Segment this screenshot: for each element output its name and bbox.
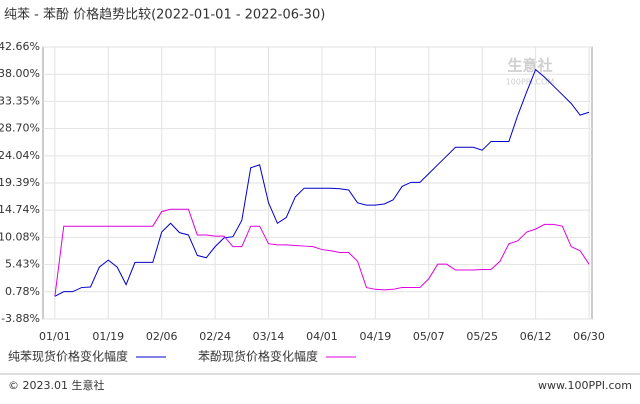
- x-tick-label: 03/14: [253, 330, 285, 343]
- x-tick-label: 01/19: [92, 330, 124, 343]
- website: www.100PPI.com: [538, 379, 632, 392]
- x-tick-label: 05/07: [413, 330, 445, 343]
- x-tick-label: 06/30: [573, 330, 605, 343]
- y-tick-label: 10.08%: [0, 230, 40, 243]
- y-tick-label: 19.39%: [0, 176, 40, 189]
- y-tick-label: 42.66%: [0, 40, 40, 53]
- x-tick-label: 04/01: [306, 330, 338, 343]
- y-tick-label: 14.74%: [0, 203, 40, 216]
- source: © 2023.01 生意社: [8, 378, 104, 392]
- chart-title: 纯苯 - 苯酚 价格趋势比较(2022-01-01 - 2022-06-30): [4, 7, 325, 23]
- legend-label: 纯苯现货价格变化幅度: [8, 349, 128, 364]
- series-line: [54, 68, 590, 297]
- x-tick-label: 06/12: [520, 330, 552, 343]
- y-tick-label: 0.78%: [5, 285, 40, 298]
- y-tick-label: 38.00%: [0, 67, 40, 80]
- y-tick-label: -3.88%: [1, 312, 40, 325]
- watermark: 生意社: [507, 57, 552, 75]
- y-tick-label: 5.43%: [5, 258, 40, 271]
- x-tick-label: 05/25: [466, 330, 498, 343]
- x-tick-label: 02/06: [146, 330, 178, 343]
- series-line: [54, 208, 590, 297]
- y-tick-label: 33.35%: [0, 94, 40, 107]
- y-tick-label: 24.04%: [0, 149, 40, 162]
- watermark-sub: 100PPI.COM: [506, 78, 555, 87]
- x-tick-label: 02/24: [199, 330, 231, 343]
- y-tick-label: 28.70%: [0, 122, 40, 135]
- x-tick-label: 04/19: [360, 330, 392, 343]
- x-tick-label: 01/01: [39, 330, 71, 343]
- legend-label: 苯酚现货价格变化幅度: [198, 349, 318, 364]
